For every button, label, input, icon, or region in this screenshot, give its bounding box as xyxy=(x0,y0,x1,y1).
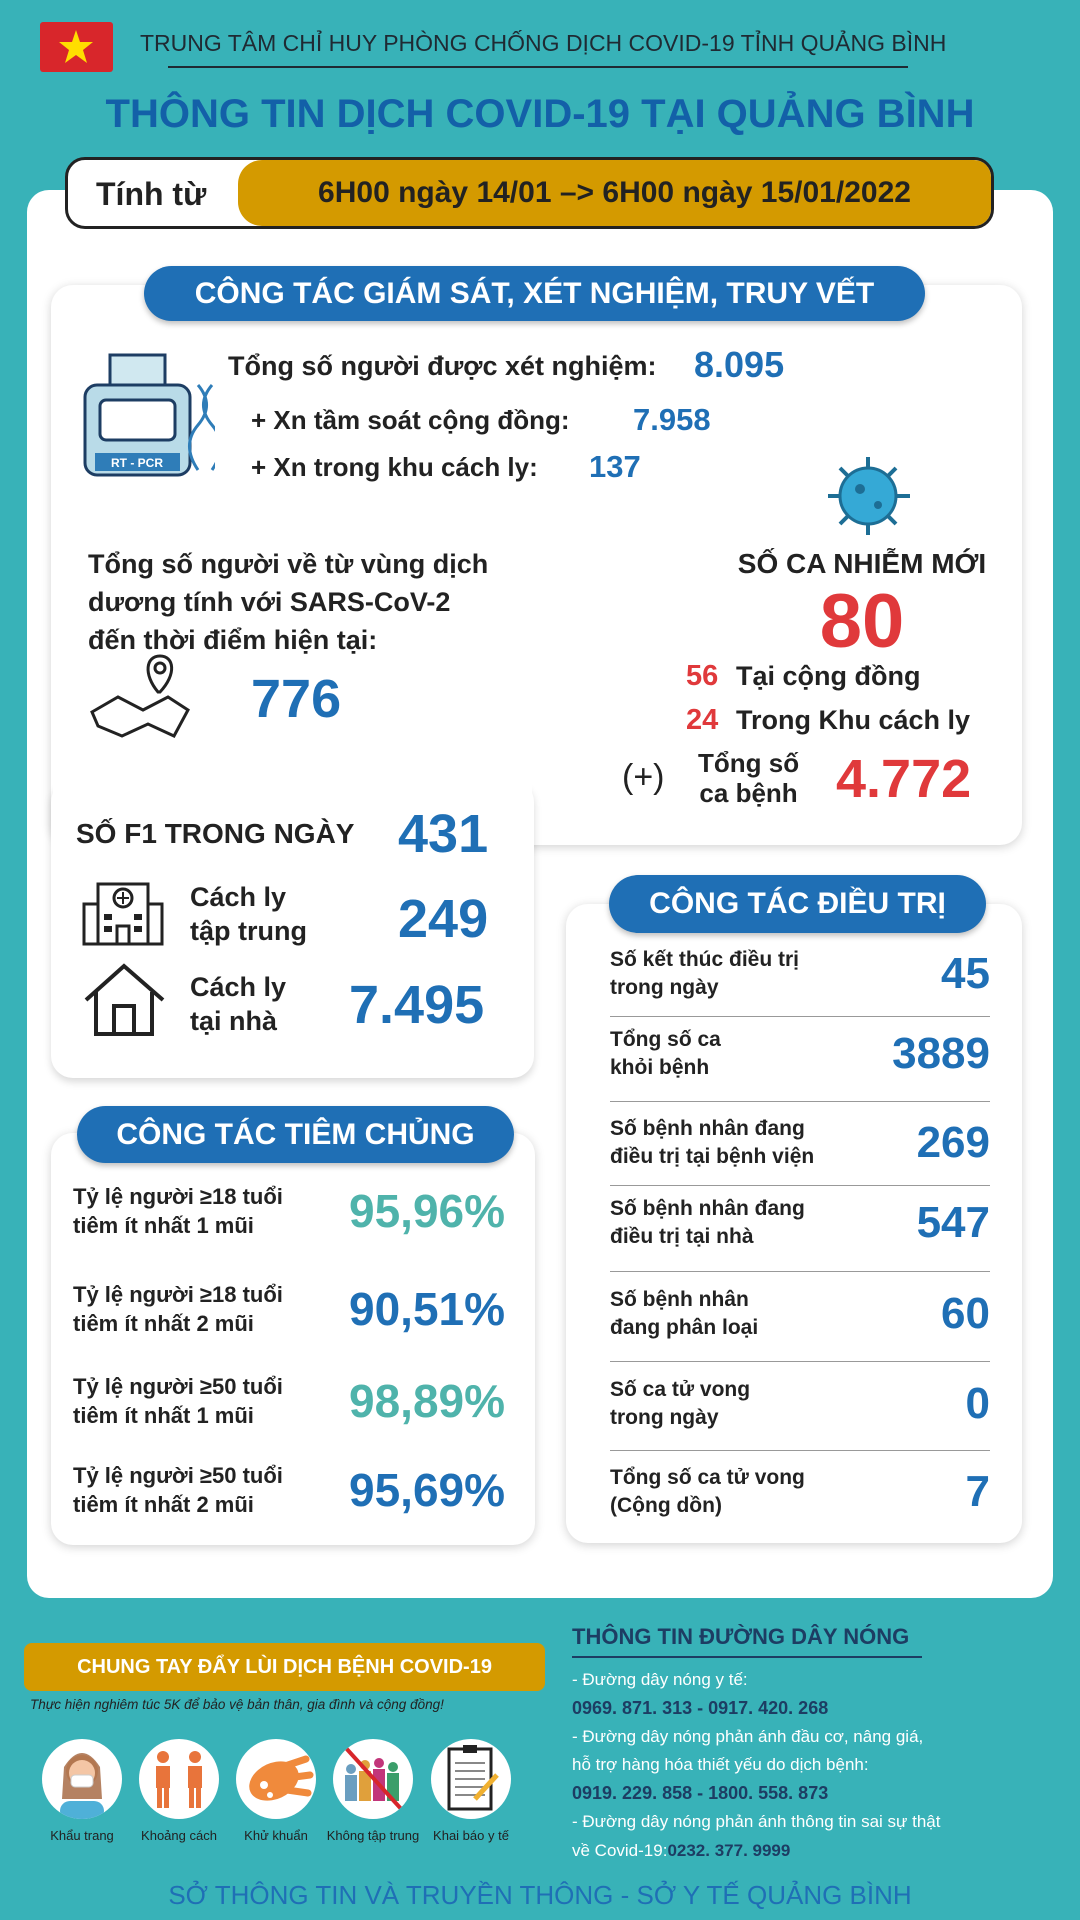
date-range-bar: Tính từ 6H00 ngày 14/01 –> 6H00 ngày 15/… xyxy=(65,157,994,229)
row-divider xyxy=(610,1450,990,1451)
quarantine-test-label: + Xn trong khu cách ly: xyxy=(251,452,538,482)
mask-icon xyxy=(42,1739,122,1819)
campaign-slogan: Thực hiện nghiêm túc 5K để bảo vệ bản th… xyxy=(30,1697,444,1712)
returnees-value: 776 xyxy=(251,669,342,729)
plus-sign: (+) xyxy=(622,758,665,796)
surveillance-title: CÔNG TÁC GIÁM SÁT, XÉT NGHIỆM, TRUY VẾT xyxy=(144,266,925,321)
total-cases-label: Tổng số ca bệnh xyxy=(698,748,800,808)
house-icon xyxy=(82,962,167,1043)
header-divider xyxy=(168,66,908,68)
hotline-line: hỗ trợ hàng hóa thiết yếu do dịch bệnh: xyxy=(572,1755,869,1774)
treatment-row-label: Số ca tử vong trong ngày xyxy=(610,1378,751,1429)
hotline-line: - Đường dây nóng y tế: xyxy=(572,1670,748,1689)
hotline-line: - Đường dây nóng phản ánh thông tin sai … xyxy=(572,1812,941,1831)
row-divider xyxy=(610,1361,990,1362)
vaccination-row-value: 95,96% xyxy=(349,1185,506,1237)
vaccination-row-label: Tỷ lệ người ≥50 tuổi tiêm ít nhất 2 mũi xyxy=(73,1463,283,1517)
distance-icon xyxy=(139,1739,219,1819)
treatment-row-label: Số bệnh nhân đang điều trị tại nhà xyxy=(610,1197,805,1248)
home-quarantine-value: 7.495 xyxy=(349,975,485,1035)
virus-icon xyxy=(818,453,918,544)
since-label: Tính từ xyxy=(96,176,207,212)
period-value: 6H00 ngày 14/01 –> 6H00 ngày 15/01/2022 xyxy=(238,160,991,226)
vaccination-row-label: Tỷ lệ người ≥18 tuổi tiêm ít nhất 1 mũi xyxy=(73,1184,283,1238)
treatment-row-label: Số bệnh nhân đang điều trị tại bệnh viện xyxy=(610,1117,815,1168)
tested-label: Tổng số người được xét nghiệm: xyxy=(228,351,657,381)
hotline-number-misinfo[interactable]: 0232. 377. 9999 xyxy=(667,1841,791,1860)
vaccination-row-value: 95,69% xyxy=(349,1464,506,1516)
central-quarantine-value: 249 xyxy=(398,889,489,949)
row-divider xyxy=(610,1271,990,1272)
hotline-numbers-price[interactable]: 0919. 229. 858 - 1800. 558. 873 xyxy=(572,1783,829,1803)
svg-text:RT - PCR: RT - PCR xyxy=(111,456,163,470)
treatment-row-label: Tổng số ca tử vong (Cộng dồn) xyxy=(610,1466,805,1517)
community-test-label: + Xn tầm soát cộng đồng: xyxy=(251,405,570,435)
new-cases-value: 80 xyxy=(819,579,905,664)
vaccination-row-value: 98,89% xyxy=(349,1375,506,1427)
row-divider xyxy=(610,1185,990,1186)
label-no-gathering: Không tập trung xyxy=(326,1828,420,1843)
community-test-value: 7.958 xyxy=(633,402,711,437)
footer-credit: SỞ THÔNG TIN VÀ TRUYỀN THÔNG - SỞ Y TẾ Q… xyxy=(168,1880,912,1910)
treatment-row-value: 0 xyxy=(965,1379,990,1428)
tested-value: 8.095 xyxy=(694,344,785,385)
vaccination-row-label: Tỷ lệ người ≥18 tuổi tiêm ít nhất 2 mũi xyxy=(73,1282,283,1336)
f1-label: SỐ F1 TRONG NGÀY xyxy=(76,818,355,849)
quarantine-test-value: 137 xyxy=(589,449,641,484)
hotline-divider xyxy=(572,1656,922,1658)
hotline-line: - Đường dây nóng phản ánh đầu cơ, nâng g… xyxy=(572,1727,924,1746)
community-cases-label: Tại cộng đồng xyxy=(736,661,921,691)
new-cases-label: SỐ CA NHIỄM MỚI xyxy=(737,548,987,579)
treatment-row-value: 269 xyxy=(916,1118,990,1167)
label-health-declaration: Khai báo y tế xyxy=(433,1828,509,1843)
returnees-label: Tổng số người về từ vùng dịch dương tính … xyxy=(88,549,489,655)
f1-value: 431 xyxy=(398,804,489,864)
hospital-icon xyxy=(82,878,164,951)
treatment-row-value: 7 xyxy=(965,1467,990,1516)
hotline-numbers-health[interactable]: 0969. 871. 313 - 0917. 420. 268 xyxy=(572,1698,829,1718)
treatment-card xyxy=(566,904,1022,1543)
home-quarantine-label: Cách ly tại nhà xyxy=(190,972,287,1036)
row-divider xyxy=(610,1016,990,1017)
treatment-row-label: Số bệnh nhân đang phân loại xyxy=(610,1288,759,1339)
community-cases-value: 56 xyxy=(686,660,719,692)
vaccination-row-value: 90,51% xyxy=(349,1283,506,1335)
page-title: THÔNG TIN DỊCH COVID-19 TẠI QUẢNG BÌNH xyxy=(105,92,975,136)
sanitize-hands-icon xyxy=(236,1739,316,1819)
treatment-row-value: 3889 xyxy=(892,1029,990,1078)
vaccination-row-label: Tỷ lệ người ≥50 tuổi tiêm ít nhất 1 mũi xyxy=(73,1374,283,1428)
hotline-line: về Covid-19:0232. 377. 9999 xyxy=(572,1841,791,1860)
row-divider xyxy=(610,1101,990,1102)
label-sanitize: Khử khuẩn xyxy=(244,1828,308,1843)
treatment-row-value: 547 xyxy=(916,1198,990,1247)
label-mask: Khẩu trang xyxy=(50,1828,114,1843)
treatment-row-label: Tổng số ca khỏi bệnh xyxy=(610,1028,721,1079)
pcr-machine-icon: RT - PCR xyxy=(80,345,222,485)
organization-name: TRUNG TÂM CHỈ HUY PHÒNG CHỐNG DỊCH COVID… xyxy=(140,30,947,56)
quarantine-cases-label: Trong Khu cách ly xyxy=(736,705,971,735)
total-cases-value: 4.772 xyxy=(836,749,972,809)
vietnam-flag-icon xyxy=(40,22,113,72)
quarantine-cases-value: 24 xyxy=(686,704,719,736)
vaccination-card xyxy=(51,1133,535,1545)
hotline-title: THÔNG TIN ĐƯỜNG DÂY NÓNG xyxy=(572,1624,910,1649)
vaccination-title: CÔNG TÁC TIÊM CHỦNG xyxy=(77,1106,514,1163)
treatment-row-value: 45 xyxy=(941,949,990,998)
label-distance: Khoảng cách xyxy=(141,1828,217,1843)
treatment-row-label: Số kết thúc điều trị trong ngày xyxy=(610,948,800,999)
health-declaration-icon xyxy=(431,1739,511,1819)
map-pin-icon xyxy=(88,652,192,745)
treatment-row-value: 60 xyxy=(941,1289,990,1338)
campaign-banner: CHUNG TAY ĐẨY LÙI DỊCH BỆNH COVID-19 xyxy=(24,1643,545,1691)
no-gathering-icon xyxy=(333,1739,413,1819)
treatment-title: CÔNG TÁC ĐIỀU TRỊ xyxy=(609,875,986,933)
surveillance-card xyxy=(51,285,1022,845)
central-quarantine-label: Cách ly tập trung xyxy=(190,882,307,946)
